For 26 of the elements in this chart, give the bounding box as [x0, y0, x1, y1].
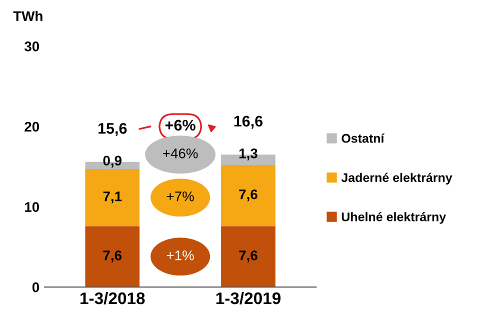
annotation: +6% [165, 120, 196, 131]
legend-label: Ostatní [342, 134, 385, 143]
y-tick-label: 20 [24, 122, 40, 132]
total-label: 15,6 [98, 122, 127, 136]
data-label: 7,6 [239, 189, 258, 202]
y-axis-title: TWh [13, 10, 42, 21]
y-tick-label: 0 [32, 282, 40, 292]
bar [85, 169, 140, 226]
x-tick-label: 1-3/2019 [216, 292, 281, 304]
total-label: 16,6 [234, 116, 263, 129]
y-tick-label: 30 [24, 42, 40, 52]
x-tick-label: 1-3/2018 [80, 292, 145, 304]
y-tick-label: 10 [25, 202, 40, 212]
data-label: 1,3 [239, 148, 258, 160]
data-label: 7,6 [103, 250, 122, 262]
data-label: 0,9 [103, 156, 122, 168]
annotation: +7% [166, 192, 194, 202]
legend-label: Jaderné elektrárny [341, 172, 452, 185]
bar [85, 226, 140, 288]
annotation: +46% [163, 148, 198, 158]
bar [221, 165, 276, 226]
bar [221, 226, 276, 288]
annotation: +1% [166, 250, 194, 260]
legend-label: Uhelné elektrárny [342, 212, 446, 224]
data-label: 7,6 [239, 250, 258, 262]
data-label: 7,1 [103, 192, 122, 204]
